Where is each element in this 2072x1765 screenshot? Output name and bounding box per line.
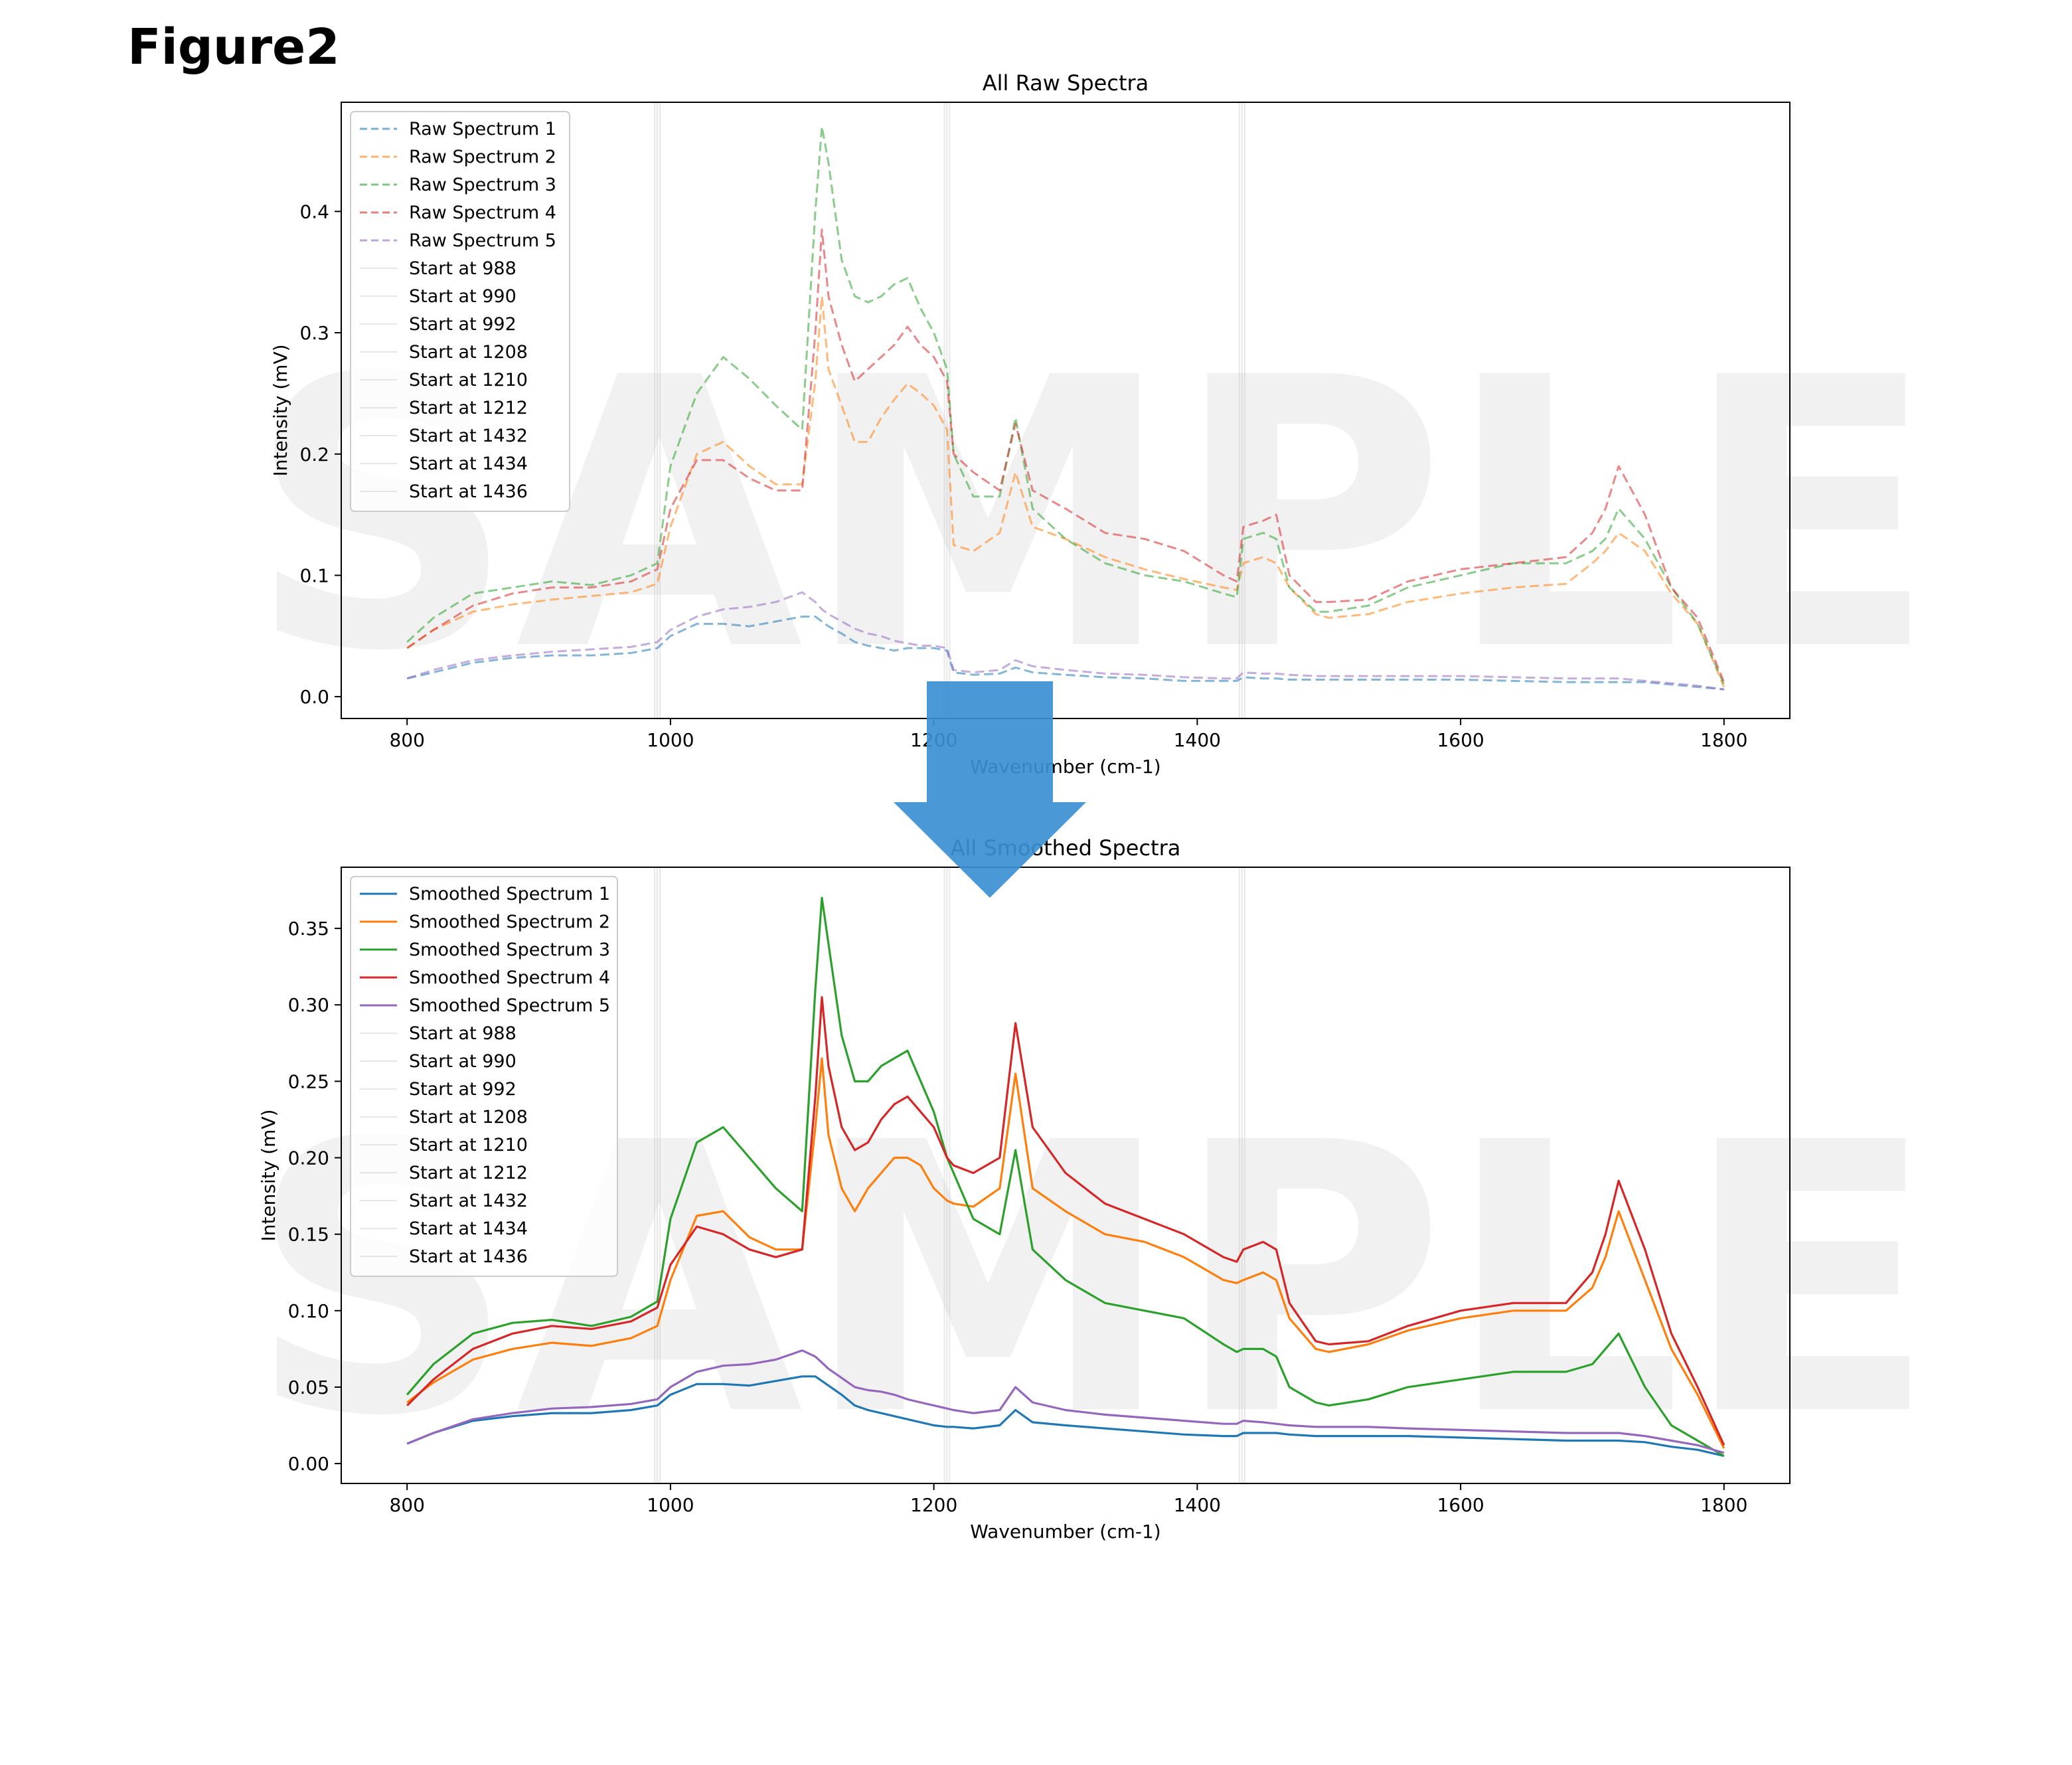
series-line-3 — [406, 896, 1725, 1457]
legend-entry-label: Start at 1436 — [409, 481, 528, 502]
x-tick-label: 1600 — [1437, 1494, 1484, 1516]
series-line-2 — [406, 1057, 1725, 1449]
plot-area — [406, 102, 1725, 718]
x-tick-label: 1600 — [1437, 729, 1484, 751]
legend-entry-label: Start at 988 — [409, 258, 517, 279]
y-tick-label: 0.25 — [288, 1070, 329, 1092]
y-tick-label: 0.35 — [288, 918, 329, 940]
legend-entry-label: Raw Spectrum 5 — [409, 230, 556, 251]
axes-frame — [341, 867, 1791, 1484]
legend-entry-label: Start at 1208 — [409, 1107, 528, 1128]
y-tick-label: 0.00 — [288, 1453, 329, 1475]
legend-entry-label: Start at 1210 — [409, 370, 528, 390]
figure-label: Figure2 — [127, 19, 340, 76]
legend-entry-label: Start at 1432 — [409, 426, 528, 446]
legend-entry-label: Start at 988 — [409, 1023, 517, 1044]
legend-entry-label: Smoothed Spectrum 4 — [409, 967, 610, 988]
x-tick-label: 1800 — [1700, 729, 1747, 751]
legend-entry-label: Start at 1434 — [409, 1219, 528, 1239]
legend-entry-label: Start at 992 — [409, 314, 517, 335]
y-tick-label: 0.3 — [299, 322, 329, 344]
legend-entry-label: Start at 1434 — [409, 454, 528, 474]
series-line-3 — [406, 126, 1725, 685]
series-line-4 — [406, 228, 1725, 683]
legend-entry-label: Raw Spectrum 1 — [409, 119, 556, 139]
legend-entry-label: Start at 990 — [409, 286, 517, 307]
legend-entry-label: Start at 1212 — [409, 1163, 528, 1183]
legend-entry-label: Raw Spectrum 4 — [409, 203, 556, 223]
legend-entry-label: Smoothed Spectrum 1 — [409, 884, 610, 904]
legend-entry-label: Start at 1208 — [409, 342, 528, 363]
x-axis-label: Wavenumber (cm-1) — [970, 1521, 1160, 1543]
axes-frame — [341, 102, 1791, 719]
y-tick-label: 0.05 — [288, 1377, 329, 1398]
y-axis-label: Intensity (mV) — [270, 344, 291, 476]
chart-title: All Raw Spectra — [983, 70, 1149, 96]
legend-entry-label: Smoothed Spectrum 3 — [409, 940, 610, 960]
legend-entry-label: Start at 992 — [409, 1079, 517, 1100]
down-arrow-shape — [894, 681, 1086, 898]
legend: Smoothed Spectrum 1 Smoothed Spectrum 2 Sm… — [350, 876, 618, 1277]
x-tick-label: 1200 — [910, 1494, 957, 1516]
y-tick-label: 0.10 — [288, 1300, 329, 1322]
y-tick-label: 0.1 — [299, 564, 329, 586]
y-axis-label: Intensity (mV) — [258, 1109, 279, 1241]
series-line-5 — [406, 591, 1725, 691]
plot-area — [406, 867, 1725, 1483]
y-tick-label: 0.4 — [299, 201, 329, 222]
down-arrow-icon — [894, 681, 1086, 898]
series-line-1 — [406, 616, 1724, 691]
legend-entry-label: Start at 1436 — [409, 1246, 528, 1267]
series-line-2 — [406, 295, 1725, 688]
series-line-1 — [406, 1375, 1725, 1458]
legend-entry-label: Smoothed Spectrum 2 — [409, 912, 610, 932]
series-line-4 — [406, 996, 1725, 1446]
x-tick-label: 800 — [389, 729, 424, 751]
legend-entry-label: Raw Spectrum 3 — [409, 175, 556, 195]
y-tick-label: 0.0 — [299, 686, 329, 708]
legend-entry-label: Start at 990 — [409, 1051, 517, 1072]
y-tick-label: 0.20 — [288, 1147, 329, 1169]
y-tick-label: 0.30 — [288, 994, 329, 1016]
x-tick-label: 1400 — [1174, 729, 1221, 751]
x-tick-label: 1000 — [647, 729, 694, 751]
legend-box — [350, 111, 570, 512]
x-tick-label: 1400 — [1174, 1494, 1221, 1516]
legend: Raw Spectrum 1 Raw Spectrum 2 Raw Spectrum… — [350, 111, 570, 512]
x-tick-label: 1000 — [647, 1494, 694, 1516]
legend-box — [350, 876, 618, 1277]
legend-entry-label: Start at 1432 — [409, 1191, 528, 1211]
legend-entry-label: Start at 1210 — [409, 1135, 528, 1155]
legend-entry-label: Smoothed Spectrum 5 — [409, 995, 610, 1016]
legend-entry-label: Raw Spectrum 2 — [409, 147, 556, 167]
series-line-5 — [406, 1349, 1725, 1454]
x-tick-label: 1800 — [1700, 1494, 1747, 1516]
x-tick-label: 800 — [389, 1494, 424, 1516]
y-tick-label: 0.15 — [288, 1224, 329, 1246]
raw-spectra-chart: SAMPLE800100012001400160018000.00.10.20.… — [248, 70, 1937, 778]
legend-entry-label: Start at 1212 — [409, 398, 528, 418]
y-tick-label: 0.2 — [299, 444, 329, 465]
